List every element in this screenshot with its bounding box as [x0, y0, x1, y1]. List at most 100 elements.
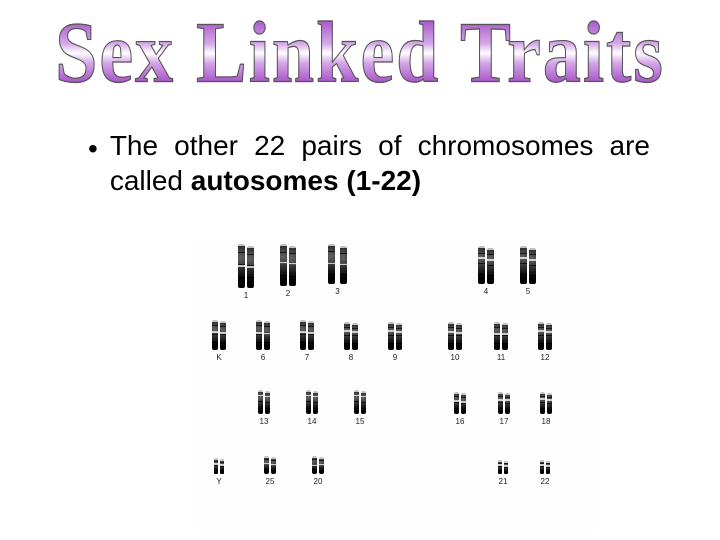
chromosome-label: 13	[260, 417, 269, 426]
chromosome	[520, 246, 527, 284]
chromosome	[361, 391, 366, 414]
chromosome-pair-20: 20	[312, 456, 324, 486]
chromosome	[258, 390, 263, 414]
chromosome-pair-shapes	[258, 390, 270, 414]
chromosome-pair-shapes	[328, 244, 347, 284]
chromosome	[494, 322, 500, 350]
chromosome	[547, 393, 552, 414]
chromosome	[546, 461, 550, 474]
chromosome-pair-shapes	[306, 390, 318, 414]
chromosome	[220, 459, 224, 474]
chromosome	[256, 320, 262, 350]
chromosome-label: 4	[484, 287, 488, 296]
chromosome	[271, 457, 276, 474]
chromosome	[220, 321, 226, 350]
chromosome	[498, 392, 503, 414]
chromosome	[478, 246, 485, 284]
karyotype-figure: 12345K6789101112131415161718Y25202122	[198, 240, 594, 530]
chromosome	[354, 390, 359, 414]
chromosome-label: 8	[349, 353, 353, 362]
chromosome-pair-4: 4	[478, 246, 494, 296]
chromosome	[300, 320, 306, 350]
chromosome	[540, 460, 544, 474]
chromosome-pair-2: 2	[280, 244, 296, 298]
chromosome	[214, 458, 218, 474]
chromosome-pair-6: 6	[256, 320, 270, 362]
chromosome-pair-shapes	[354, 390, 366, 414]
chromosome	[454, 392, 459, 414]
bullet-bold: autosomes (1-22)	[191, 165, 421, 196]
chromosome	[328, 244, 335, 284]
chromosome-pair-17: 17	[498, 392, 510, 426]
chromosome-pair-15: 15	[354, 390, 366, 426]
chromosome	[352, 323, 358, 350]
chromosome-pair-shapes	[538, 322, 552, 350]
chromosome-pair-1: 1	[238, 244, 254, 300]
chromosome	[264, 456, 269, 474]
chromosome-label: K	[216, 353, 221, 362]
chromosome	[340, 246, 347, 284]
chromosome	[540, 392, 545, 414]
chromosome-label: 25	[266, 477, 275, 486]
chromosome	[396, 323, 402, 350]
chromosome-pair-shapes	[388, 322, 402, 350]
chromosome-pair-shapes	[520, 246, 536, 284]
chromosome-pair-25: 25	[264, 456, 276, 486]
bullet-marker: •	[88, 132, 98, 166]
chromosome-pair-3: 3	[328, 244, 347, 296]
chromosome-label: 5	[526, 287, 530, 296]
chromosome-pair-Y: Y	[214, 458, 224, 486]
chromosome	[448, 322, 454, 350]
chromosome-pair-shapes	[454, 392, 466, 414]
chromosome-label: 11	[497, 353, 505, 362]
chromosome	[308, 321, 314, 350]
chromosome-pair-18: 18	[540, 392, 552, 426]
chromosome-pair-11: 11	[494, 322, 508, 362]
chromosome	[461, 393, 466, 414]
chromosome-pair-9: 9	[388, 322, 402, 362]
chromosome	[280, 244, 287, 286]
chromosome-pair-8: 8	[344, 322, 358, 362]
chromosome-pair-16: 16	[454, 392, 466, 426]
chromosome-label: 6	[261, 353, 265, 362]
chromosome-pair-shapes	[312, 456, 324, 474]
chromosome-pair-K: K	[212, 320, 226, 362]
chromosome-label: 22	[541, 477, 550, 486]
chromosome-label: 18	[542, 417, 551, 426]
chromosome	[538, 322, 544, 350]
chromosome-pair-shapes	[344, 322, 358, 350]
chromosome	[546, 323, 552, 350]
chromosome	[319, 457, 324, 474]
chromosome	[238, 244, 245, 288]
chromosome-pair-22: 22	[540, 460, 550, 486]
chromosome-pair-shapes	[212, 320, 226, 350]
chromosome-pair-12: 12	[538, 322, 552, 362]
chromosome	[502, 323, 508, 350]
chromosome-label: 16	[456, 417, 465, 426]
chromosome-pair-shapes	[238, 244, 254, 288]
chromosome-pair-shapes	[264, 456, 276, 474]
chromosome-label: 17	[500, 417, 509, 426]
chromosome	[313, 391, 318, 414]
chromosome	[212, 320, 218, 350]
chromosome-pair-21: 21	[498, 460, 508, 486]
chromosome-pair-shapes	[478, 246, 494, 284]
chromosome	[312, 456, 317, 474]
chromosome-label: 2	[286, 289, 290, 298]
chromosome	[498, 460, 502, 474]
chromosome-pair-shapes	[300, 320, 314, 350]
chromosome-pair-13: 13	[258, 390, 270, 426]
chromosome-label: 12	[541, 353, 550, 362]
chromosome-pair-shapes	[214, 458, 224, 474]
chromosome-pair-14: 14	[306, 390, 318, 426]
chromosome-pair-10: 10	[448, 322, 462, 362]
chromosome-pair-7: 7	[300, 320, 314, 362]
chromosome	[504, 461, 508, 474]
chromosome-pair-shapes	[498, 392, 510, 414]
chromosome-label: 7	[305, 353, 309, 362]
chromosome	[388, 322, 394, 350]
chromosome	[265, 391, 270, 414]
chromosome-label: 14	[308, 417, 317, 426]
chromosome-pair-shapes	[494, 322, 508, 350]
chromosome	[344, 322, 350, 350]
